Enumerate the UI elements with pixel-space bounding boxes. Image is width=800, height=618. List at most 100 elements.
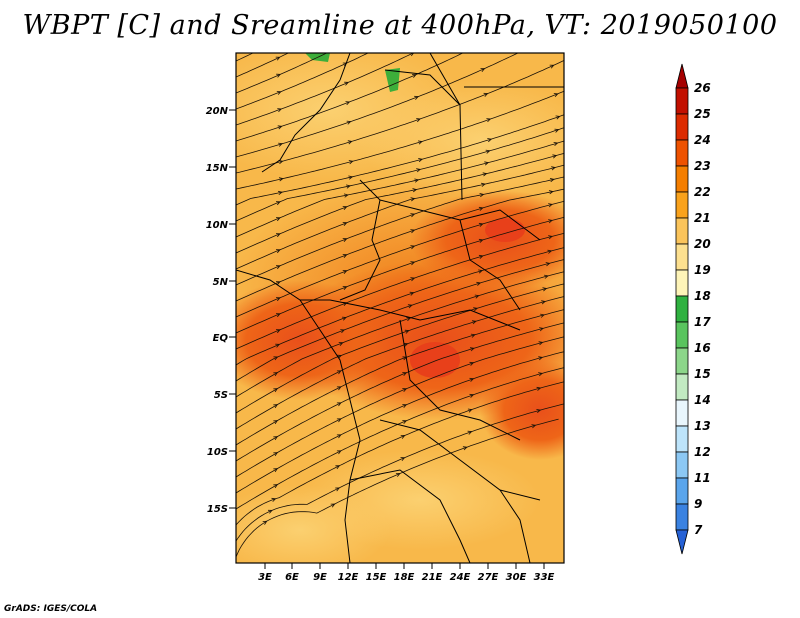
streamline-arrow xyxy=(416,168,422,173)
colorbar-label: 25 xyxy=(694,107,711,121)
streamline-arrow xyxy=(548,203,553,208)
streamline-arrow xyxy=(549,64,555,69)
streamline-arrow xyxy=(395,473,401,477)
streamline-arrow xyxy=(342,270,348,274)
streamline-arrow xyxy=(552,154,558,159)
colorbar-label: 14 xyxy=(694,393,711,407)
streamline xyxy=(236,232,564,350)
colorbar-label: 16 xyxy=(694,341,711,355)
streamline-arrow xyxy=(410,229,416,234)
streamline-arrow xyxy=(273,356,279,361)
colorbar-swatch xyxy=(675,321,689,349)
streamline xyxy=(236,259,564,382)
streamline-arrow xyxy=(487,138,493,143)
streamline-arrow xyxy=(336,434,342,439)
streamline-arrow xyxy=(469,361,475,366)
streamline-arrow xyxy=(538,356,544,361)
streamline-arrow xyxy=(474,294,480,299)
country-borders xyxy=(236,53,564,563)
colorbar-label: 9 xyxy=(694,497,702,511)
streamline xyxy=(236,188,564,302)
streamline-arrow xyxy=(410,197,416,202)
streamline-arrow xyxy=(400,457,406,461)
streamline-arrow xyxy=(478,238,484,243)
streamline-arrow xyxy=(345,101,351,106)
lon-tick-label: 21E xyxy=(422,572,443,583)
streamline-arrow xyxy=(275,201,281,206)
lat-tick-label: 10N xyxy=(206,220,229,231)
streamline xyxy=(236,152,564,254)
streamline-arrow xyxy=(335,465,341,470)
colorbar-label: 21 xyxy=(694,211,711,225)
streamline-arrow xyxy=(275,233,281,238)
streamline-arrow xyxy=(553,142,559,146)
lon-tick-label: 9E xyxy=(313,572,327,583)
streamline-arrow xyxy=(554,128,560,133)
streamline-arrow xyxy=(542,287,548,292)
streamline-arrow xyxy=(348,175,354,180)
streamline-arrow xyxy=(400,435,406,439)
streamline-arrow xyxy=(273,372,279,377)
streamline-arrow xyxy=(275,217,281,222)
colorbar-swatch xyxy=(675,451,689,479)
streamline-arrow xyxy=(407,304,413,309)
streamline-arrow xyxy=(471,320,477,325)
streamline-arrow xyxy=(536,409,542,414)
streamline-arrow xyxy=(275,265,281,270)
footer-credit: GrADS: IGES/COLA xyxy=(4,604,98,614)
streamline-arrow xyxy=(343,193,349,198)
streamline-arrow xyxy=(275,56,281,61)
streamline-arrow xyxy=(478,222,484,227)
streamline-arrow xyxy=(341,316,347,321)
colorbar-swatch xyxy=(675,63,689,89)
streamline-arrow xyxy=(483,92,489,97)
colorbar-label: 17 xyxy=(694,315,711,329)
streamline-arrow xyxy=(410,245,416,250)
colorbar-swatch xyxy=(675,139,689,167)
streamline xyxy=(236,90,564,190)
streamline-arrow xyxy=(347,140,353,145)
lon-tick-label: 30E xyxy=(506,572,527,583)
streamline xyxy=(236,127,564,222)
streamline-arrow xyxy=(342,238,348,242)
streamline-arrow xyxy=(273,388,279,393)
colorbar-swatch xyxy=(675,295,689,323)
colorbar-label: 11 xyxy=(694,471,711,485)
streamline xyxy=(236,140,564,238)
lon-tick-label: 24E xyxy=(450,572,471,583)
longitude-axis: 3E 6E 9E 12E 15E 18E 21E 24E 27E 30E 33E xyxy=(258,563,555,583)
streamline xyxy=(236,403,564,542)
streamline xyxy=(236,53,415,126)
streamline-arrow xyxy=(277,108,283,113)
colorbar-label: 12 xyxy=(694,445,711,459)
streamline-arrow xyxy=(553,93,559,97)
colorbar-swatch xyxy=(675,217,689,245)
streamline-arrow xyxy=(486,118,492,123)
streamline-arrow xyxy=(340,329,346,334)
streamline xyxy=(236,351,564,494)
streamline-arrow xyxy=(469,347,475,352)
streamline-arrow xyxy=(402,404,408,408)
colorbar-swatch xyxy=(675,269,689,297)
streamline-arrow xyxy=(342,254,348,258)
streamline-arrow xyxy=(342,286,348,290)
streamline-arrow xyxy=(470,333,476,338)
streamline-arrow xyxy=(410,261,416,266)
streamline-arrow xyxy=(481,182,486,187)
colorbar-label: 20 xyxy=(694,237,711,251)
streamline-arrow xyxy=(473,307,479,312)
streamline xyxy=(236,53,464,142)
streamline-arrow xyxy=(402,420,408,424)
streamline-arrow xyxy=(271,497,277,502)
streamline-arrow xyxy=(276,73,282,78)
streamline-arrow xyxy=(484,161,490,166)
streamline-arrow xyxy=(410,277,416,282)
lon-tick-label: 3E xyxy=(258,572,272,583)
streamline-arrow xyxy=(462,446,468,451)
streamline-arrow xyxy=(404,329,410,334)
streamline-arrow xyxy=(418,158,423,163)
streamline-arrow xyxy=(414,178,420,183)
streamline xyxy=(236,381,564,526)
colorbar-swatch xyxy=(675,425,689,453)
